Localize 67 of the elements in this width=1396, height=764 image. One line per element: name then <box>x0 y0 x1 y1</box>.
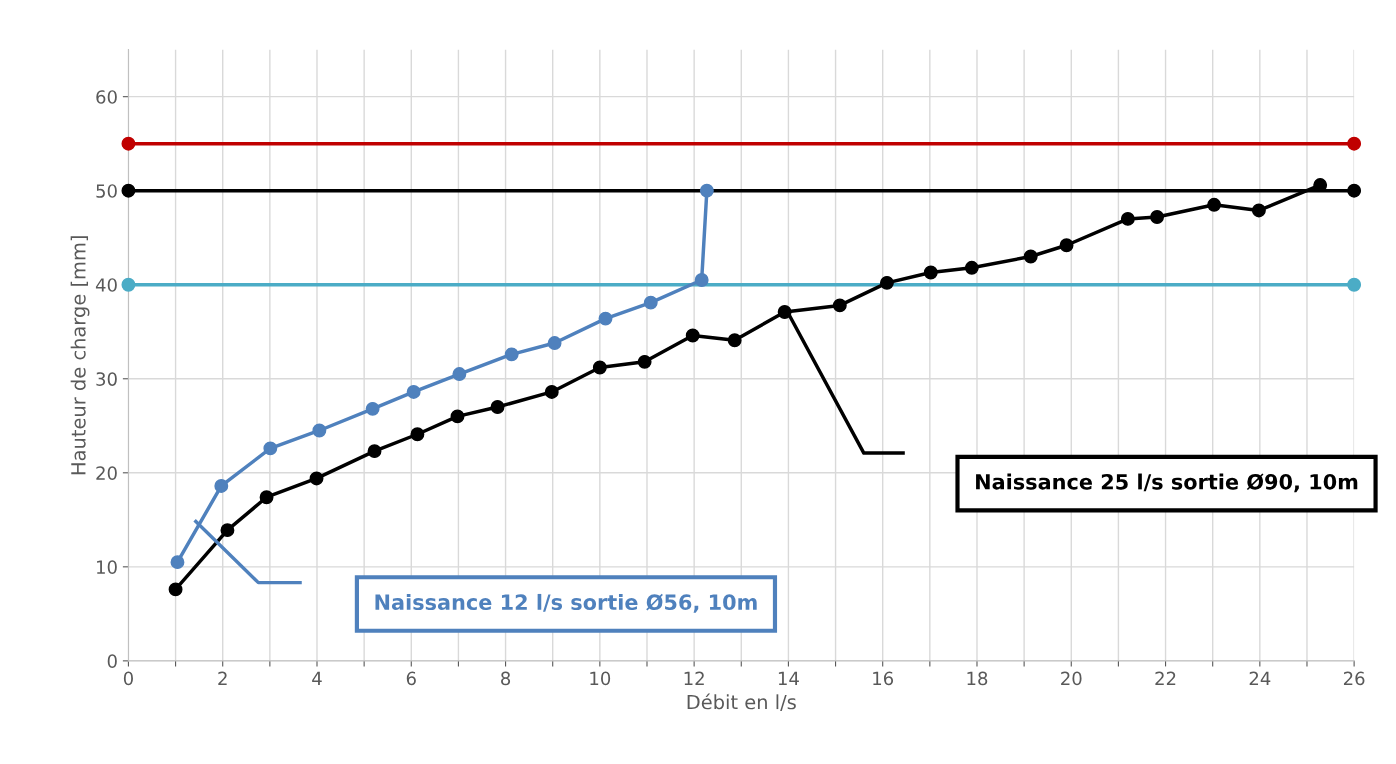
point <box>598 311 613 326</box>
x-tick-label: 0 <box>123 671 133 686</box>
point <box>694 273 709 287</box>
point <box>1120 211 1135 226</box>
point <box>1251 203 1266 218</box>
point <box>964 260 979 275</box>
point <box>121 277 136 292</box>
point <box>1207 197 1222 212</box>
point <box>312 423 327 438</box>
point <box>832 298 847 313</box>
y-axis-title: Hauteur de charge [mm] <box>70 236 90 475</box>
x-tick-label: 8 <box>501 671 511 686</box>
point <box>450 409 465 424</box>
y-tick-label: 0 <box>107 654 117 668</box>
point <box>367 444 382 459</box>
x-tick-label: 16 <box>873 671 894 686</box>
annotation: Naissance 25 l/s sortie Ø90, 10m <box>976 473 1358 493</box>
point <box>1059 238 1074 253</box>
point <box>309 471 324 486</box>
point <box>727 333 742 348</box>
point <box>923 265 938 280</box>
point <box>259 490 274 505</box>
y-tick-label: 40 <box>95 278 117 292</box>
x-tick-label: 14 <box>778 671 799 685</box>
point <box>452 367 467 382</box>
x-tick-label: 22 <box>1155 671 1176 685</box>
x-tick-label: 4 <box>312 671 322 685</box>
point <box>490 400 505 414</box>
point <box>699 183 714 198</box>
y-tick-label: 50 <box>96 184 117 198</box>
point <box>879 275 894 290</box>
point <box>263 441 278 456</box>
point <box>214 479 229 493</box>
point <box>1023 249 1038 264</box>
x-tick-label: 18 <box>967 671 988 686</box>
point <box>168 582 183 597</box>
annotation: Naissance 12 l/s sortie Ø56, 10m <box>375 593 757 613</box>
point <box>170 555 185 570</box>
point <box>1150 210 1165 224</box>
x-tick-label: 10 <box>590 671 611 686</box>
y-tick-label: 60 <box>96 90 117 104</box>
x-tick-label: 24 <box>1249 671 1271 685</box>
point <box>406 384 421 399</box>
y-tick-label: 20 <box>96 466 117 480</box>
point <box>544 384 559 399</box>
point <box>121 183 136 198</box>
y-tick-label: 10 <box>97 560 117 574</box>
point <box>637 354 652 369</box>
point <box>121 136 136 151</box>
point <box>685 328 700 343</box>
point <box>365 401 380 416</box>
point <box>547 336 562 350</box>
point <box>504 347 519 362</box>
x-tick-label: 20 <box>1061 671 1082 686</box>
point <box>1347 183 1362 198</box>
x-tick-label: 6 <box>406 671 416 686</box>
x-tick-label: 26 <box>1343 671 1365 686</box>
x-tick-label: 12 <box>684 671 704 685</box>
point <box>1347 136 1362 151</box>
x-tick-label: 2 <box>218 671 227 685</box>
y-tick-label: 30 <box>96 372 117 386</box>
x-axis-title: Débit en l/s <box>687 693 796 711</box>
point <box>220 523 235 538</box>
point <box>1347 277 1362 292</box>
point <box>643 295 658 310</box>
point <box>410 427 425 442</box>
point <box>592 360 607 375</box>
